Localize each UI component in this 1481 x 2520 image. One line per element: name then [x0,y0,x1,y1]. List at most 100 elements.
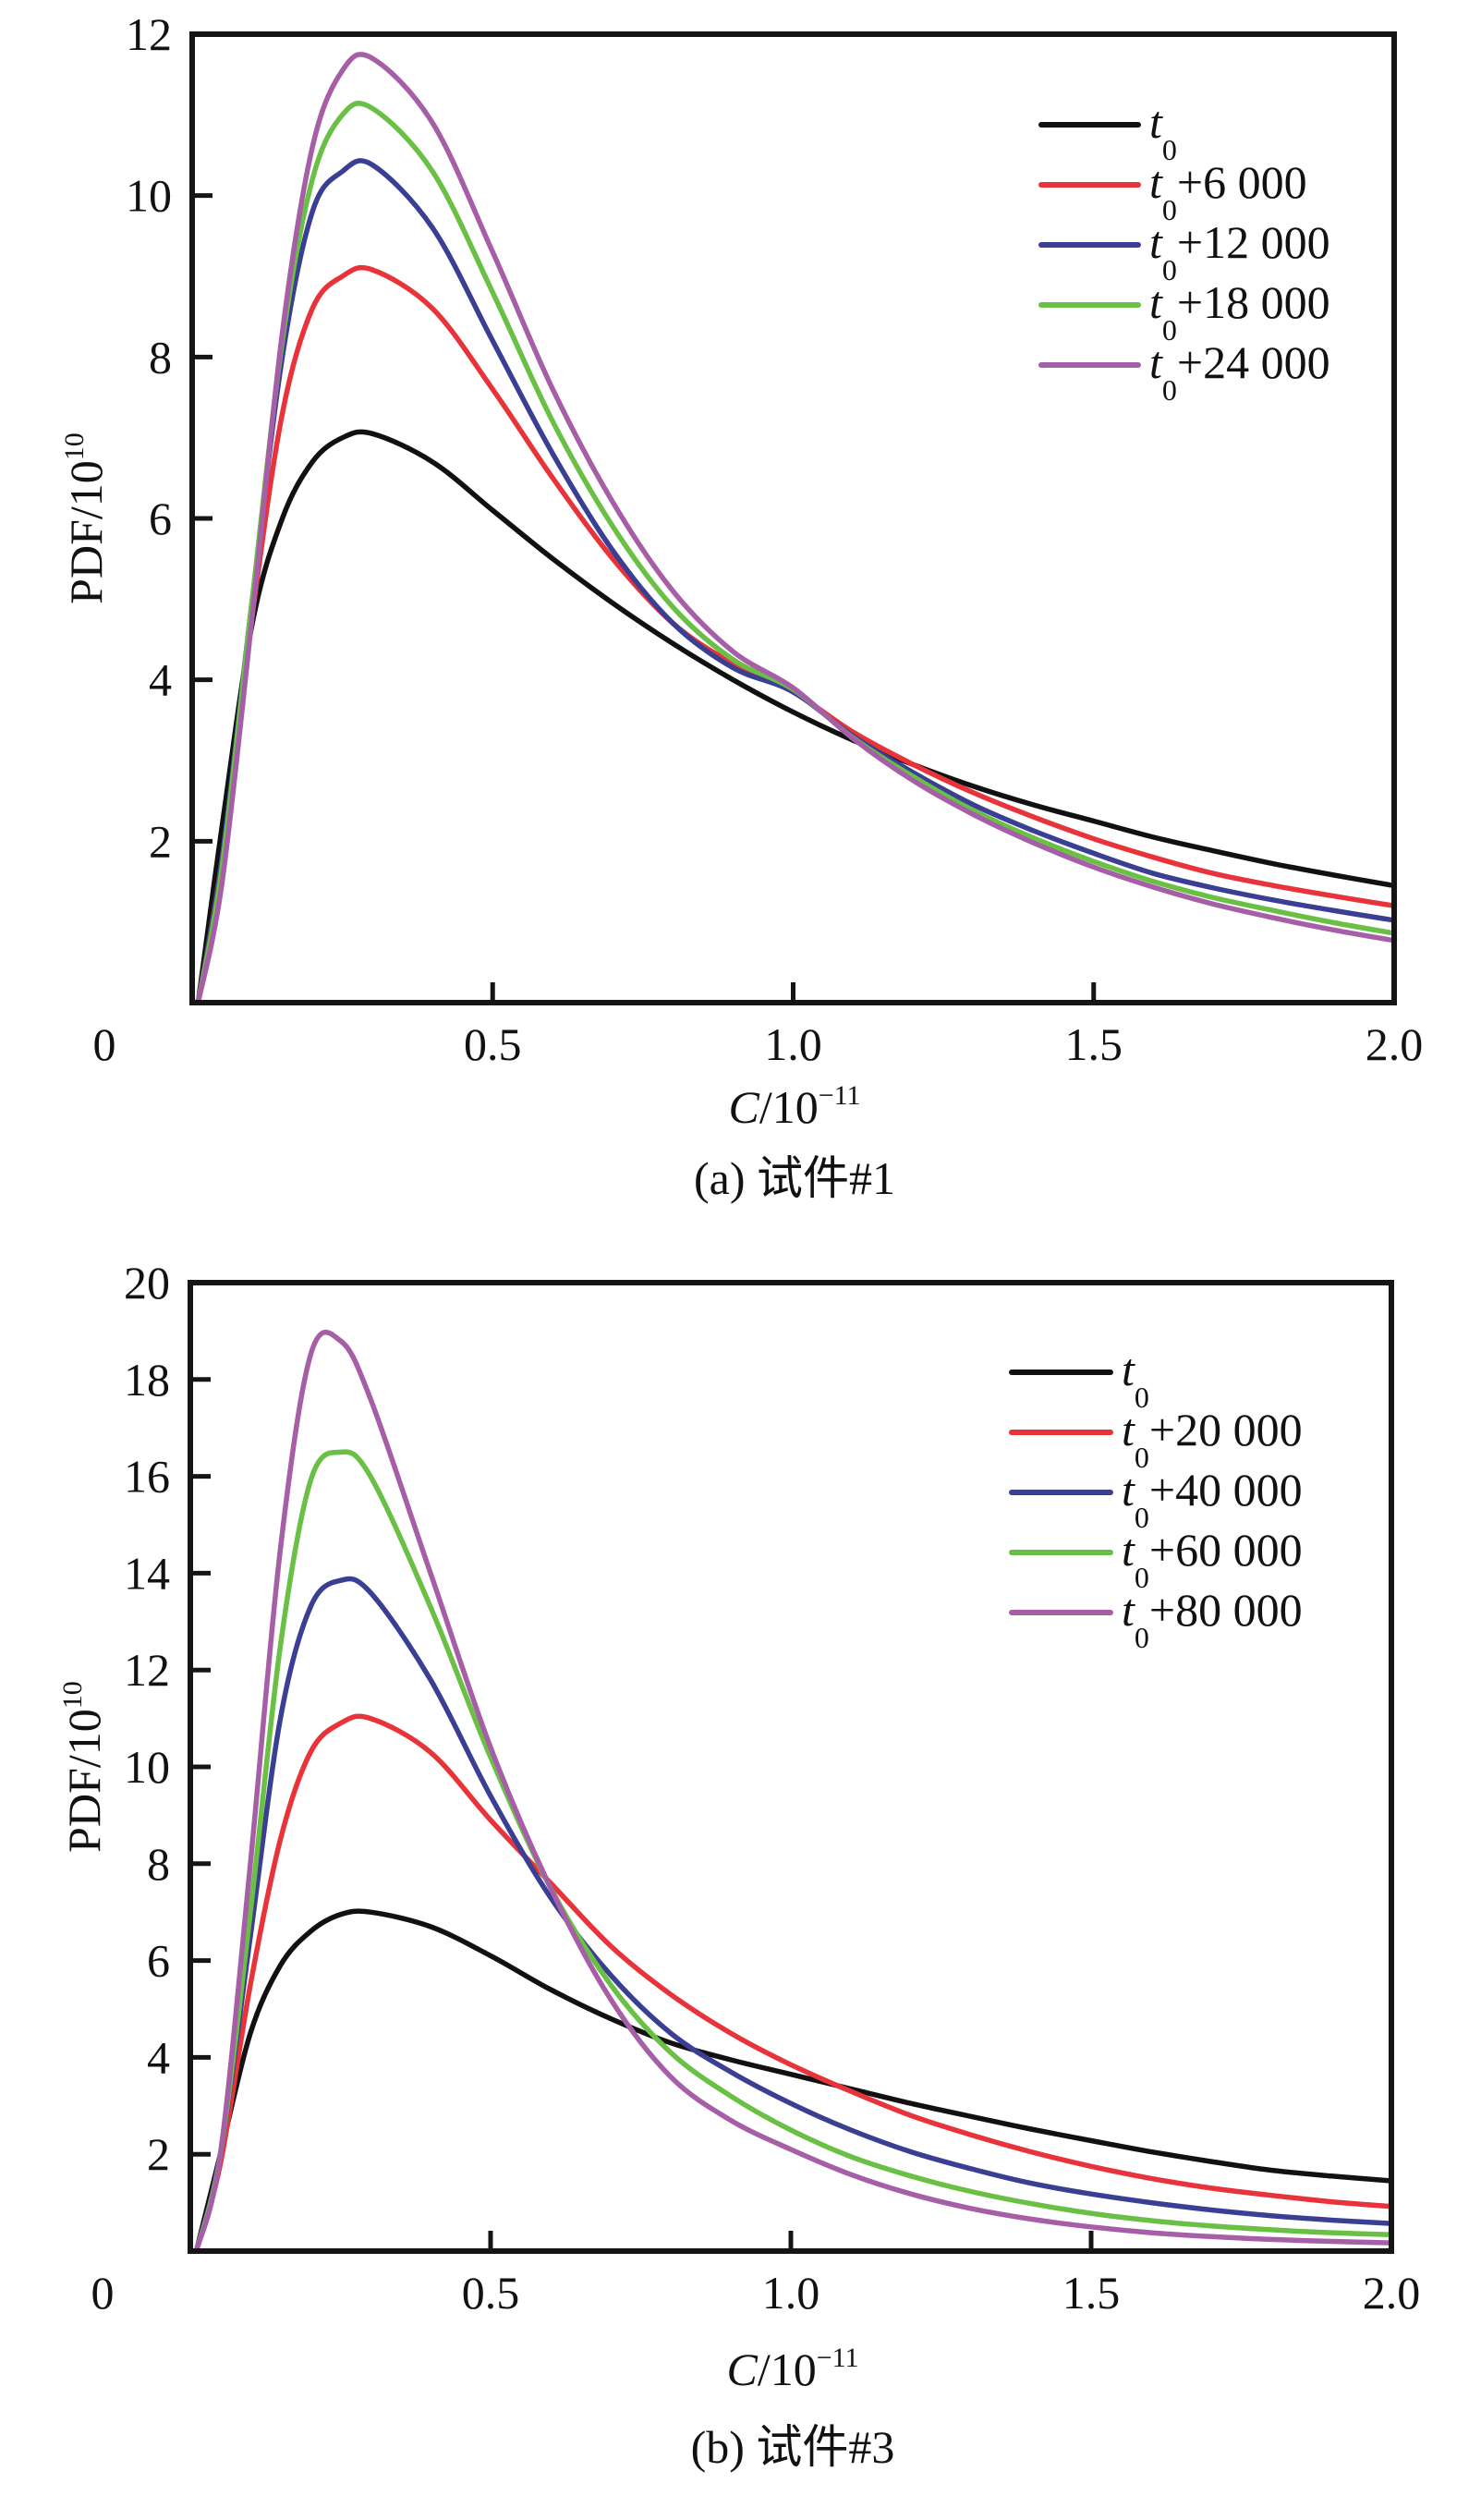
legend-label-suffix: +60 000 [1149,1524,1303,1576]
x-axis-title-var: C [728,1081,759,1133]
legend-item: t0 [1038,96,1177,166]
y-tick-label: 12 [124,1644,170,1696]
y-tick-label: 20 [124,1257,170,1309]
y-axis-title-exp: 10 [59,432,90,460]
x-tick-label: 1.0 [762,2267,820,2319]
tick-labels: 0 0.5 1.0 1.5 2.0 2 4 6 8 10 12 [93,8,1424,1070]
legend-label-sub: 0 [1135,1561,1149,1594]
legend-label-var: t [1149,156,1163,208]
y-tick-label: 8 [149,331,172,383]
legend-label-suffix: +20 000 [1149,1404,1303,1455]
legend-label: t0+18 000 [1149,276,1330,347]
y-axis-title-exp: 10 [57,1681,88,1709]
legend-label-var: t [1122,1524,1135,1576]
y-tick-label: 10 [124,1741,170,1793]
y-tick-label: 18 [124,1354,170,1406]
legend-label-var: t [1122,1344,1135,1395]
legend-label-sub: 0 [1162,253,1177,286]
tick-labels: 0 0.5 1.0 1.5 2.0 2 4 6 8 10 12 14 16 18 20 [91,1257,1421,2319]
x-tick-label: 0.5 [464,1018,522,1070]
x-tick-label: 1.0 [764,1018,822,1070]
x-tick-label: 2.0 [1366,1018,1424,1070]
series-line-20000 [193,1713,1391,2251]
legend-label: t0 [1149,96,1177,166]
series-line-t0 [195,429,1394,1003]
legend-label: t0+24 000 [1149,336,1330,407]
y-axis-title: PDF/1010 [57,1681,110,1853]
legend-label-var: t [1149,276,1163,328]
legend-label-suffix: +40 000 [1149,1464,1303,1516]
legend-item: t0+60 000 [1009,1524,1303,1594]
legend-label-var: t [1149,336,1163,388]
y-tick-label: 12 [126,8,172,60]
y-axis-title: PDF/1010 [59,432,112,604]
x-axis-title-exp: −11 [819,1080,861,1111]
legend-label: t0+6 000 [1149,156,1307,226]
series-layer [195,52,1394,1003]
legend-label-suffix: +80 000 [1149,1584,1303,1636]
y-tick-label: 2 [147,2128,170,2180]
y-tick-label: 2 [149,815,172,867]
y-tick-label: 4 [147,2031,170,2083]
series-line-6000 [195,264,1394,1003]
legend-label: t0+60 000 [1122,1524,1303,1594]
legend-label-sub: 0 [1162,313,1177,347]
legend-label-suffix: +24 000 [1177,336,1330,388]
legend-label-var: t [1122,1584,1135,1636]
y-tick-label: 10 [126,170,172,222]
x-axis-title-unit: /10 [759,1081,819,1133]
legend-label: t0+80 000 [1122,1584,1303,1654]
legend-label-sub: 0 [1162,373,1177,407]
legend-label-var: t [1122,1404,1135,1455]
legend-item: t0+18 000 [1038,276,1330,347]
y-axis-title-main: PDF/10 [60,460,112,604]
legend-label-var: t [1149,96,1163,148]
legend-label-suffix: +12 000 [1177,216,1330,268]
series-line-40000 [193,1576,1391,2251]
y-tick-label: 14 [124,1547,170,1599]
x-axis-title: C/10−11 [728,1080,860,1133]
legend-label-suffix: +6 000 [1177,156,1307,208]
series-line-t0 [193,1908,1391,2251]
legend-label-sub: 0 [1135,1501,1149,1534]
legend-item: t0 [1009,1344,1149,1414]
legend-label: t0+20 000 [1122,1404,1303,1474]
x-axis-title-unit: /10 [758,2343,817,2395]
x-tick-label: 2.0 [1363,2267,1421,2319]
series-line-80000 [193,1330,1391,2251]
legend-label-sub: 0 [1135,1621,1149,1654]
x-axis-title: C/10−11 [726,2343,858,2395]
x-tick-label: 1.5 [1065,1018,1123,1070]
series-line-60000 [193,1449,1391,2251]
x-tick-label: 0.5 [462,2267,520,2319]
x-axis-title-exp: −11 [817,2343,859,2373]
y-tick-label: 6 [149,493,172,544]
legend-label: t0+40 000 [1122,1464,1303,1534]
x-tick-label: 0 [91,2267,115,2319]
legend-item: t0+6 000 [1038,156,1307,226]
legend-item: t0+80 000 [1009,1584,1303,1654]
legend-label-sub: 0 [1162,133,1177,166]
legend-item: t0+40 000 [1009,1464,1303,1534]
series-layer [193,1330,1391,2251]
x-axis-title-var: C [726,2343,758,2395]
y-tick-label: 16 [124,1451,170,1503]
y-axis-title-main: PDF/10 [58,1709,110,1853]
panel-caption-a: (a) 试件#1 [694,1152,895,1204]
legend-label-var: t [1149,216,1163,268]
y-tick-label: 4 [149,654,172,706]
legend-item: t0+20 000 [1009,1404,1303,1474]
legend-label-suffix: +18 000 [1177,276,1330,328]
legend-label: t0+12 000 [1149,216,1330,286]
x-tick-label: 0 [93,1018,116,1070]
series-line-24000 [195,52,1394,1003]
legend-label-sub: 0 [1162,193,1177,226]
legend-item: t0+24 000 [1038,336,1330,407]
ticks [190,1377,1094,2251]
y-tick-label: 8 [147,1838,170,1890]
